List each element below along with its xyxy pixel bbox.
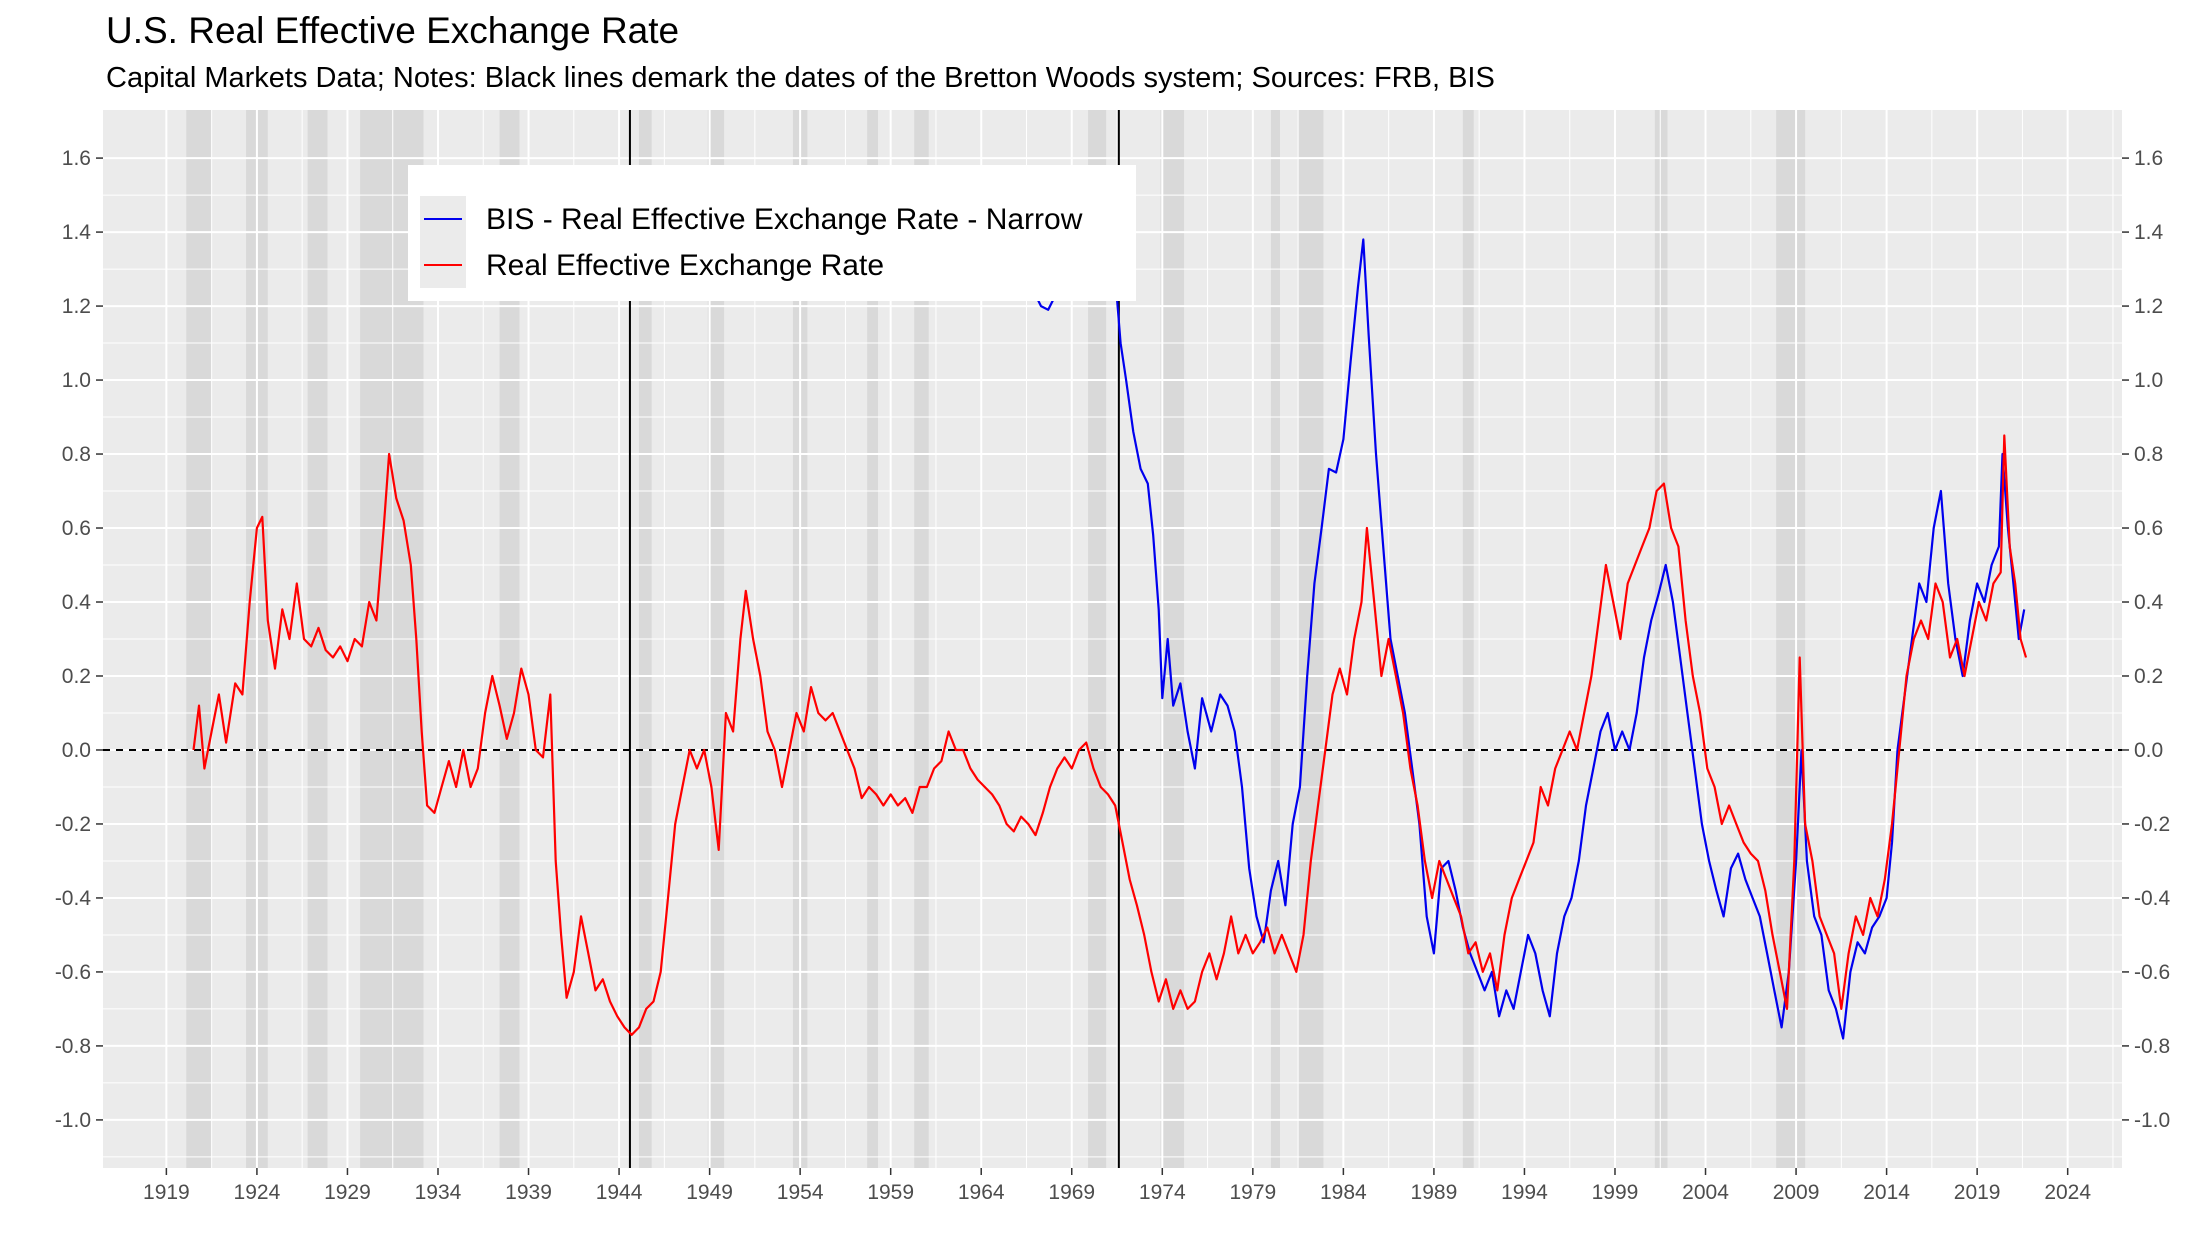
x-tick-label: 2009 (1773, 1181, 1820, 1204)
series-line-reer (192, 434, 2028, 1036)
x-tick-label: 2004 (1682, 1181, 1729, 1204)
y-tick-label-left: 1.0 (62, 369, 91, 392)
x-tick-label: 1924 (234, 1181, 281, 1204)
y-tick-label-right: 1.6 (2134, 147, 2163, 170)
y-tick-label-right: -0.8 (2134, 1035, 2170, 1058)
x-tick-label: 1979 (1229, 1181, 1276, 1204)
x-tick-label: 1989 (1411, 1181, 1458, 1204)
x-tick-label: 2019 (1954, 1181, 2001, 1204)
y-tick-label-left: 0.0 (62, 739, 91, 762)
x-tick-label: 1994 (1501, 1181, 1548, 1204)
legend-label-bis: BIS - Real Effective Exchange Rate - Nar… (486, 203, 1083, 236)
y-tick-label-left: 1.2 (62, 295, 91, 318)
y-tick-label-left: 1.4 (62, 221, 92, 244)
x-tick-label: 1929 (324, 1181, 371, 1204)
y-tick-label-right: 1.4 (2134, 221, 2164, 244)
y-tick-label-left: -0.8 (55, 1035, 91, 1058)
y-tick-label-left: 0.4 (62, 591, 92, 614)
x-tick-label: 2014 (1863, 1181, 1910, 1204)
y-tick-label-left: -0.6 (55, 961, 91, 984)
y-tick-label-left: -0.4 (55, 887, 92, 910)
y-tick-label-left: 0.2 (62, 665, 91, 688)
series-lines (192, 238, 2028, 1040)
x-tick-label: 1984 (1320, 1181, 1367, 1204)
legend-label-reer: Real Effective Exchange Rate (486, 249, 884, 282)
y-tick-label-left: 1.6 (62, 147, 91, 170)
y-tick-label-right: 0.8 (2134, 443, 2163, 466)
y-tick-label-right: 0.4 (2134, 591, 2164, 614)
x-tick-label: 1974 (1139, 1181, 1186, 1204)
y-tick-label-right: 0.2 (2134, 665, 2163, 688)
x-tick-label: 1954 (777, 1181, 824, 1204)
y-tick-label-right: 0.0 (2134, 739, 2163, 762)
x-tick-label: 1934 (415, 1181, 462, 1204)
legend-box (408, 165, 1136, 301)
y-tick-label-left: 0.6 (62, 517, 91, 540)
y-tick-label-left: 0.8 (62, 443, 91, 466)
y-tick-label-right: 1.2 (2134, 295, 2163, 318)
y-tick-label-right: -1.0 (2134, 1109, 2170, 1132)
x-tick-label: 1969 (1048, 1181, 1095, 1204)
chart-title: U.S. Real Effective Exchange Rate (106, 10, 680, 51)
y-tick-label-left: -1.0 (55, 1109, 91, 1132)
chart-subtitle: Capital Markets Data; Notes: Black lines… (106, 62, 1495, 94)
y-tick-label-right: -0.6 (2134, 961, 2170, 984)
x-tick-label: 1964 (958, 1181, 1005, 1204)
y-tick-label-right: 1.0 (2134, 369, 2163, 392)
x-tick-label: 1944 (596, 1181, 643, 1204)
series-line-bis (1034, 238, 2026, 1040)
x-tick-label: 1919 (143, 1181, 190, 1204)
y-tick-label-right: -0.2 (2134, 813, 2170, 836)
x-tick-label: 1949 (686, 1181, 733, 1204)
x-tick-label: 2024 (2044, 1181, 2091, 1204)
y-tick-label-left: -0.2 (55, 813, 91, 836)
y-tick-label-right: 0.6 (2134, 517, 2163, 540)
x-tick-label: 1959 (867, 1181, 914, 1204)
axes: 1919 1924 1929 1934 1939 1944 1949 1954 1959 1964… (55, 147, 2171, 1204)
legend: BIS - Real Effective Exchange Rate - Nar… (408, 165, 1136, 301)
x-tick-label: 1999 (1592, 1181, 1639, 1204)
x-tick-label: 1939 (505, 1181, 552, 1204)
y-tick-label-right: -0.4 (2134, 887, 2171, 910)
